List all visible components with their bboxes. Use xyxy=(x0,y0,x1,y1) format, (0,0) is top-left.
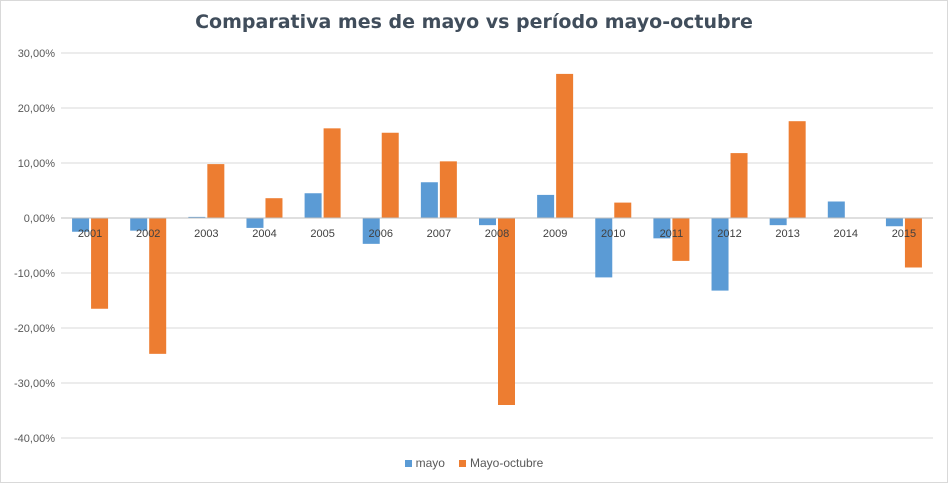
chart-title: Comparativa mes de mayo vs período mayo-… xyxy=(195,11,753,33)
y-tick-label: 0,00% xyxy=(24,213,55,225)
x-tick-label: 2009 xyxy=(543,228,567,240)
bar-mayo-octubre xyxy=(788,121,806,218)
chart-legend: mayo Mayo-octubre xyxy=(1,456,947,470)
bar-mayo xyxy=(885,218,903,227)
x-tick-label: 2010 xyxy=(601,228,625,240)
y-tick-label: 20,00% xyxy=(18,103,56,115)
y-tick-label: -40,00% xyxy=(14,433,55,445)
x-tick-label: 2012 xyxy=(717,228,741,240)
x-tick-label: 2006 xyxy=(368,228,392,240)
bar-mayo xyxy=(420,182,438,218)
bar-mayo xyxy=(479,218,496,226)
legend-swatch-mayo xyxy=(404,459,412,467)
bar-mayo-octubre xyxy=(498,218,515,405)
y-tick-label: 10,00% xyxy=(18,158,56,170)
y-tick-label: -20,00% xyxy=(14,323,55,335)
y-tick-label: 30,00% xyxy=(18,48,56,60)
x-tick-label: 2007 xyxy=(427,228,451,240)
bar-mayo xyxy=(188,216,206,218)
x-tick-label: 2005 xyxy=(310,228,334,240)
bar-mayo-octubre xyxy=(323,128,341,218)
bar-mayo-octubre xyxy=(672,218,690,261)
bar-mayo xyxy=(769,218,787,226)
x-tick-label: 2015 xyxy=(892,228,916,240)
bar-mayo-octubre xyxy=(207,164,225,218)
bar-mayo-octubre xyxy=(265,198,283,218)
bar-mayo xyxy=(246,218,264,228)
bar-mayo xyxy=(130,218,148,231)
x-tick-label: 2003 xyxy=(194,228,218,240)
bar-mayo xyxy=(72,218,90,232)
bar-mayo-octubre xyxy=(149,218,167,354)
legend-label-mayo-octubre: Mayo-octubre xyxy=(469,456,544,470)
bar-mayo-octubre xyxy=(381,132,399,218)
legend-label-mayo: mayo xyxy=(415,456,445,470)
bar-mayo xyxy=(304,193,322,218)
bar-mayo-octubre xyxy=(439,161,457,218)
bar-mayo-octubre xyxy=(91,218,109,309)
x-tick-label: 2008 xyxy=(485,228,509,240)
x-tick-label: 2011 xyxy=(660,228,684,240)
bar-mayo xyxy=(827,201,845,218)
legend-swatch-mayo-octubre xyxy=(458,459,466,467)
bar-mayo-octubre xyxy=(614,202,632,218)
bar-mayo-octubre xyxy=(730,153,748,218)
y-tick-label: -10,00% xyxy=(14,268,55,280)
x-tick-label: 2013 xyxy=(775,228,799,240)
y-tick-label: -30,00% xyxy=(14,378,55,390)
legend-item-mayo[interactable]: mayo xyxy=(404,456,445,470)
bar-mayo xyxy=(653,218,671,239)
legend-item-mayo-octubre[interactable]: Mayo-octubre xyxy=(458,456,544,470)
bar-mayo xyxy=(711,218,729,291)
bar-mayo xyxy=(537,194,555,218)
bar-mayo xyxy=(595,218,613,278)
bar-mayo-octubre xyxy=(556,73,574,219)
x-tick-label: 2014 xyxy=(834,228,858,240)
bar-mayo-octubre xyxy=(904,218,922,268)
x-tick-label: 2004 xyxy=(252,228,276,240)
x-tick-label: 2001 xyxy=(78,228,102,240)
x-tick-label: 2002 xyxy=(136,228,160,240)
bar-mayo xyxy=(362,218,380,244)
